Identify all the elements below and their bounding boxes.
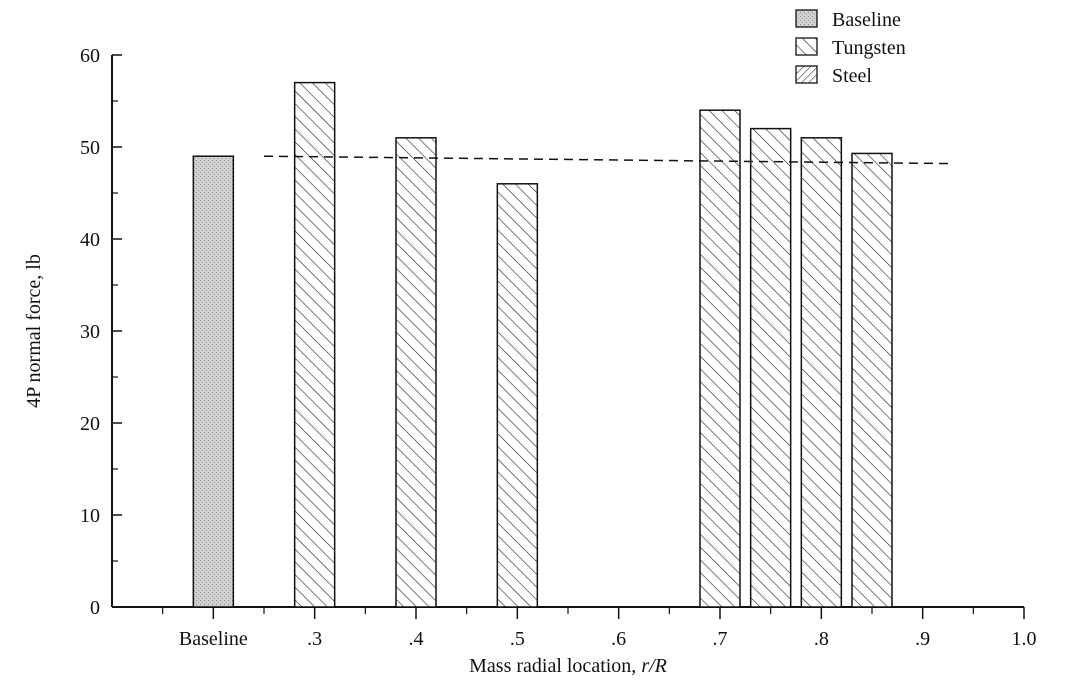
x-tick-label: .6 [611,628,626,650]
y-tick-label: 20 [80,413,100,435]
legend-swatch-tungsten [795,37,818,56]
bars [192,81,893,608]
y-tick-label: 40 [80,229,100,251]
legend: Baseline Tungsten Steel [795,9,906,87]
y-ticks: 0 10 20 30 40 50 60 [80,45,122,619]
x-axis-title: Mass radial location, r/R [469,655,667,677]
y-tick-label: 30 [80,321,100,343]
x-tick-label: .5 [510,628,525,650]
legend-swatch-baseline [795,9,818,28]
y-tick-label: 10 [80,505,100,527]
reference-line-group [263,155,949,165]
y-tick-label: 0 [90,597,100,619]
bar-tungsten [395,137,437,608]
legend-label-tungsten: Tungsten [832,37,906,59]
bar-tungsten [293,81,336,608]
bar-baseline [192,155,235,608]
bar-tungsten [851,152,893,608]
x-axis-title-plain: Mass radial location, [469,655,641,677]
y-tick-label: 60 [80,45,100,67]
x-axis-title-italic: r/R [641,655,667,677]
legend-label-steel: Steel [832,65,872,87]
bar-tungsten [749,127,792,608]
legend-swatch-steel [795,65,818,84]
legend-label-baseline: Baseline [832,9,901,31]
x-tick-label: 1.0 [1012,628,1037,650]
x-tick-label: .7 [713,628,728,650]
x-tick-label: .9 [915,628,930,650]
reference-line [263,155,949,165]
y-tick-label: 50 [80,137,100,159]
bar-tungsten [800,137,843,608]
x-tick-label: .8 [814,628,829,650]
bar-tungsten [496,183,539,608]
x-tick-label: .4 [409,628,424,650]
x-tick-label: Baseline [179,628,248,650]
bar-tungsten [699,109,741,608]
y-axis-title: 4P normal force, lb [23,254,45,408]
x-tick-label: .3 [307,628,322,650]
x-ticks: Baseline .3 .4 .5 .6 .7 .8 .9 1.0 [162,607,1037,650]
